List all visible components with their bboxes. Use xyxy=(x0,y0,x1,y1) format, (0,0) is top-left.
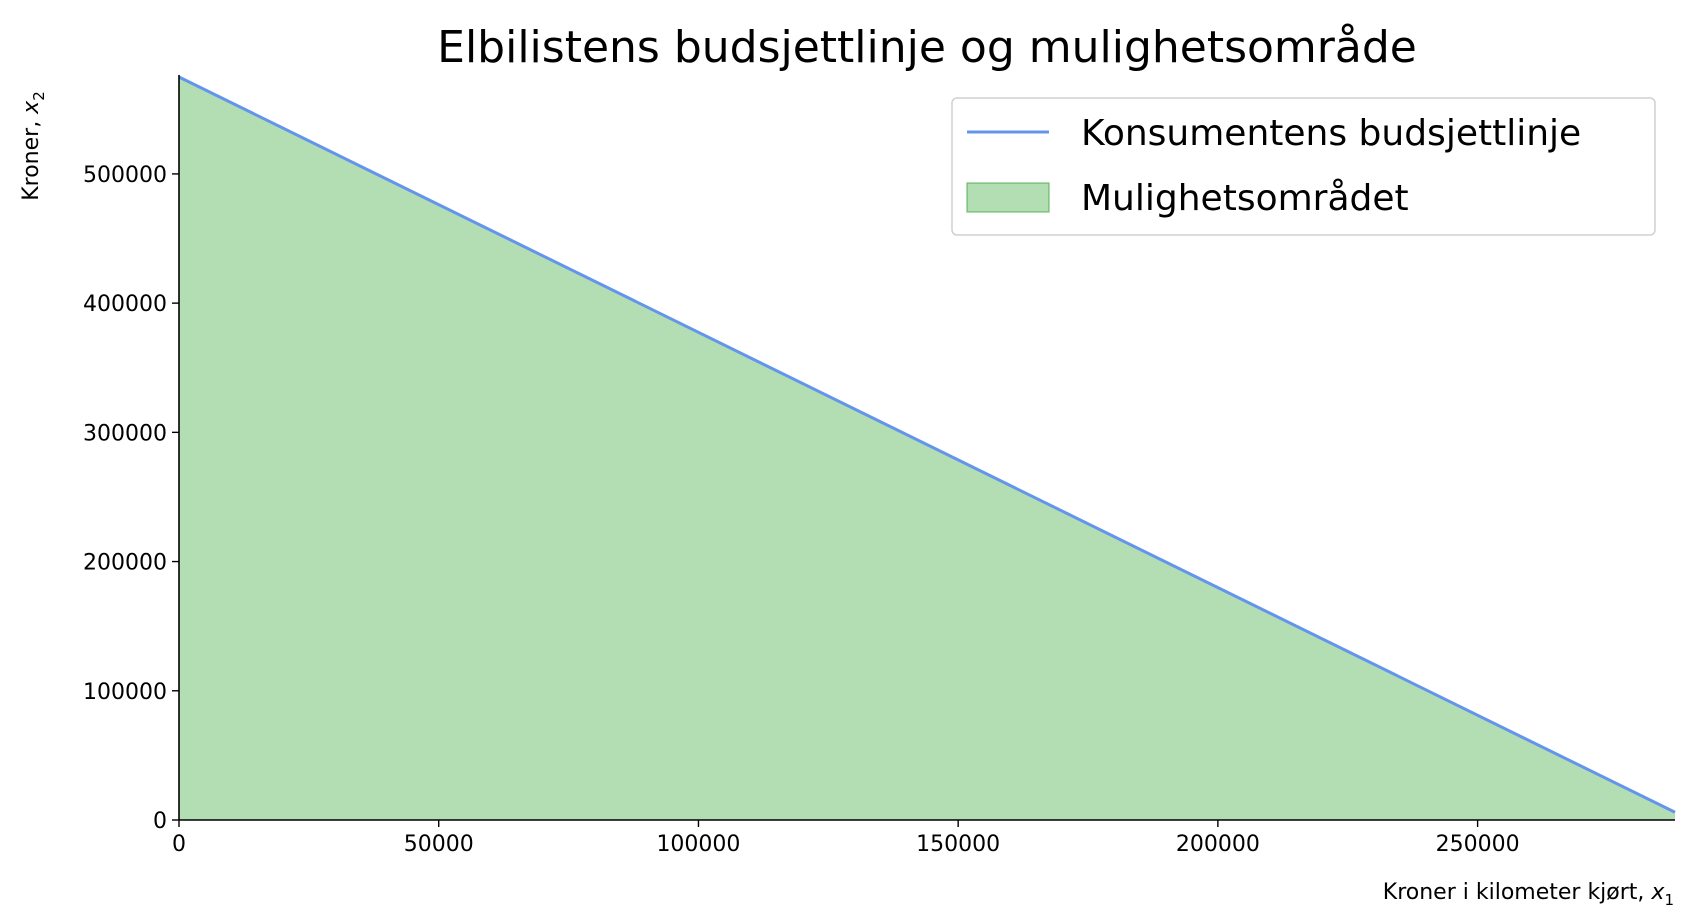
chart-title: Elbilistens budsjettlinje og mulighetsom… xyxy=(437,22,1417,73)
y-tick-label: 400000 xyxy=(83,292,167,317)
axes xyxy=(178,75,1675,821)
x-axis-ticks: 0 50000 100000 150000 200000 250000 xyxy=(172,820,1520,857)
feasible-region-area xyxy=(179,77,1675,820)
y-tick-label: 300000 xyxy=(83,421,167,446)
x-tick-label: 50000 xyxy=(404,832,474,857)
x-tick-label: 200000 xyxy=(1176,832,1260,857)
x-axis-label: Kroner i kilometer kjørt, x1 xyxy=(1383,880,1674,909)
y-axis-label: Kroner, x2 xyxy=(19,91,48,201)
y-tick-label: 0 xyxy=(153,809,167,834)
budget-line xyxy=(178,75,1676,814)
legend-area-swatch xyxy=(966,182,1050,213)
y-tick-label: 100000 xyxy=(83,680,167,705)
x-tick-label: 100000 xyxy=(656,832,740,857)
x-tick-label: 150000 xyxy=(916,832,1000,857)
legend-box xyxy=(951,97,1656,236)
legend-label-feasible-region: Mulighetsområdet xyxy=(1081,178,1409,219)
legend-label-budget-line: Konsumentens budsjettlinje xyxy=(1081,113,1581,154)
x-tick-label: 250000 xyxy=(1436,832,1520,857)
y-tick-label: 200000 xyxy=(83,551,167,576)
y-axis-ticks: 0 100000 200000 300000 400000 500000 xyxy=(83,163,179,834)
x-tick-label: 0 xyxy=(172,832,186,857)
plot-area xyxy=(178,75,1676,820)
legend: Konsumentens budsjettlinje Mulighetsområd… xyxy=(951,97,1656,236)
y-tick-label: 500000 xyxy=(83,163,167,188)
